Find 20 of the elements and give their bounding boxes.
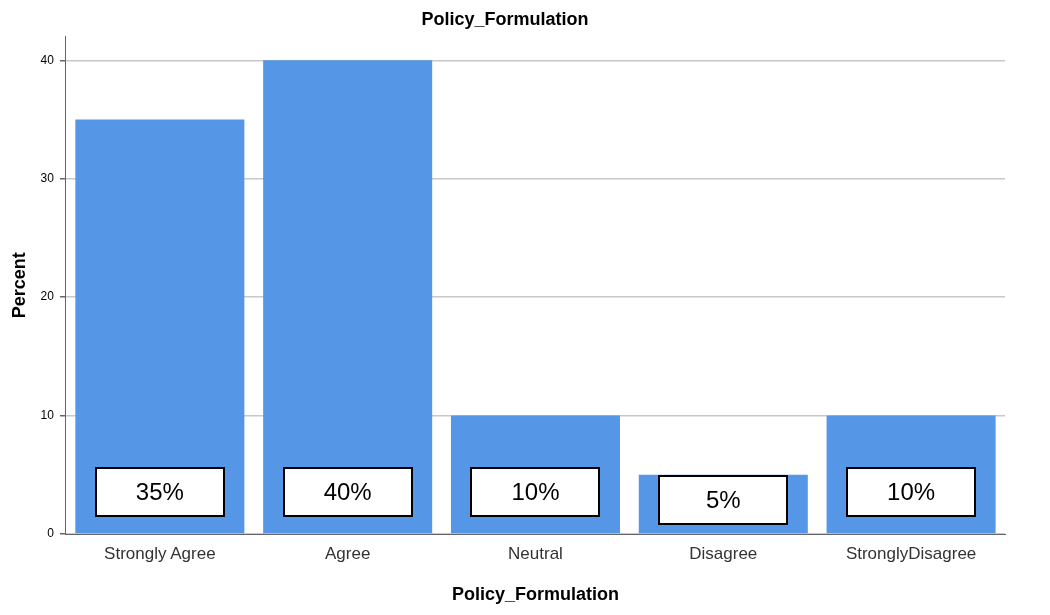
y-tick-label: 20 — [40, 289, 55, 304]
x-axis-title: Policy_Formulation — [451, 584, 619, 605]
y-tick-label: 30 — [40, 171, 55, 186]
y-tick-label: 0 — [47, 526, 55, 541]
x-tick-label: Strongly Agree — [104, 543, 216, 563]
label-box: 10% — [846, 467, 977, 517]
y-tick-label: 40 — [40, 52, 55, 67]
y-axis-title: Percent — [8, 252, 29, 319]
bar — [75, 119, 245, 534]
label-box: 35% — [94, 467, 225, 517]
label-box: 5% — [658, 474, 789, 525]
y-tick-label: 10 — [40, 407, 55, 422]
bar — [263, 60, 433, 534]
x-tick-label: StronglyDisagree — [845, 543, 977, 563]
chart-title: Policy_Formulation — [421, 8, 589, 29]
label-box: 40% — [282, 467, 413, 517]
label-box: 10% — [470, 467, 601, 517]
x-tick-label: Agree — [324, 543, 371, 563]
x-tick-label: Disagree — [689, 543, 758, 563]
x-tick-label: Neutral — [508, 543, 563, 563]
